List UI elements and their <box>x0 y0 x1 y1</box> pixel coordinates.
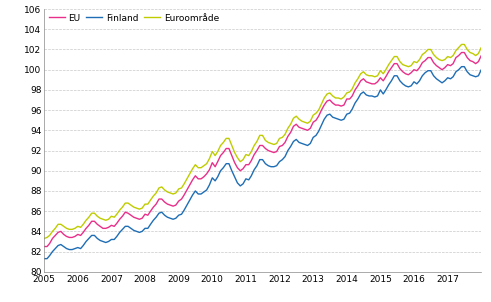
Line: Euroområde: Euroområde <box>44 25 491 239</box>
Line: EU: EU <box>44 33 491 246</box>
Legend: EU, Finland, Euroområde: EU, Finland, Euroområde <box>47 12 221 24</box>
Line: Finland: Finland <box>44 47 491 259</box>
